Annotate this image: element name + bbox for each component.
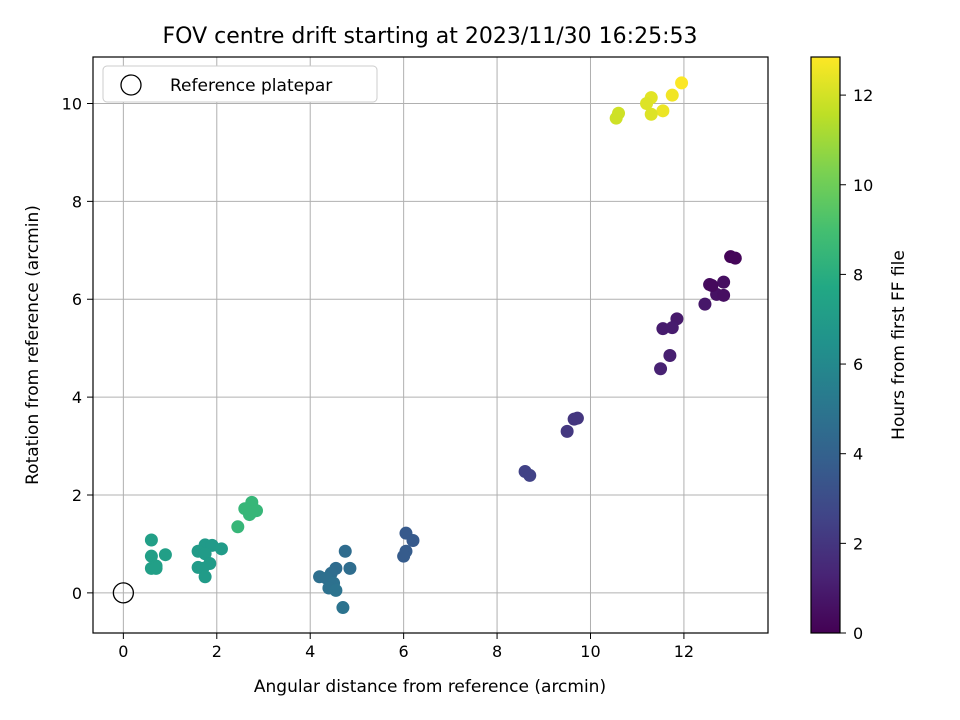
data-point [656,322,670,336]
data-point [523,468,537,482]
y-tick-label: 10 [62,94,82,113]
data-point [231,520,245,534]
data-point [728,251,742,265]
data-point [570,411,584,425]
colorbar-tick-label: 0 [853,624,863,643]
legend-marker-icon [120,74,142,96]
x-axis-ticks: 0 2 4 6 8 10 12 [118,633,694,661]
data-point [560,424,574,438]
x-tick-label: 8 [492,642,502,661]
x-tick-label: 0 [118,642,128,661]
plot-frame [92,56,769,634]
data-point [329,583,343,597]
data-point [406,534,420,548]
colorbar-gradient [811,57,840,633]
colorbar-tick-label: 2 [853,534,863,553]
data-point [336,601,350,615]
data-point [149,561,163,575]
x-tick-label: 12 [674,642,694,661]
colorbar-tick-label: 4 [853,445,863,464]
data-point [717,275,731,289]
legend: Reference platepar [102,65,378,103]
x-tick-label: 2 [212,642,222,661]
data-point [158,548,172,562]
data-point [198,570,212,584]
data-point [397,549,411,563]
chart-title: FOV centre drift starting at 2023/11/30 … [163,24,698,49]
data-point [144,549,158,563]
colorbar-tick-label: 6 [853,355,863,374]
x-axis-label: Angular distance from reference (arcmin) [254,677,606,697]
data-point [656,104,670,118]
data-point [198,547,212,561]
y-axis-ticks: 0 2 4 6 8 10 [62,94,93,603]
x-tick-label: 4 [305,642,315,661]
y-tick-label: 4 [72,388,82,407]
grid-lines [93,57,768,633]
data-point [640,96,654,110]
data-point [665,321,679,335]
data-points [144,76,742,615]
legend-entry: Reference platepar [170,76,332,96]
data-point [654,362,668,376]
colorbar-tick-label: 10 [853,176,873,195]
legend-box [102,65,378,103]
colorbar-tick-label: 8 [853,265,863,284]
data-point [665,88,679,102]
data-point [144,533,158,547]
data-point [338,544,352,558]
data-point [644,107,658,121]
colorbar-label: Hours from first FF file [889,250,909,440]
colorbar: 0 2 4 6 8 10 12 Hours from first FF file [810,56,909,643]
x-tick-label: 6 [399,642,409,661]
y-tick-label: 6 [72,290,82,309]
data-point [609,111,623,125]
reference-point [112,582,135,604]
y-tick-label: 2 [72,486,82,505]
data-point [675,76,689,90]
data-point [705,279,719,293]
y-tick-label: 8 [72,192,82,211]
data-point [343,561,357,575]
colorbar-ticks: 0 2 4 6 8 10 12 [840,86,873,643]
data-point [214,542,228,556]
data-point [663,349,677,363]
data-point [717,288,731,302]
y-tick-label: 0 [72,584,82,603]
colorbar-frame [810,56,841,634]
data-point [698,297,712,311]
x-tick-label: 10 [580,642,600,661]
data-point [242,508,256,522]
reference-marker [112,582,135,604]
colorbar-tick-label: 12 [853,86,873,105]
y-axis-label: Rotation from reference (arcmin) [23,205,43,485]
